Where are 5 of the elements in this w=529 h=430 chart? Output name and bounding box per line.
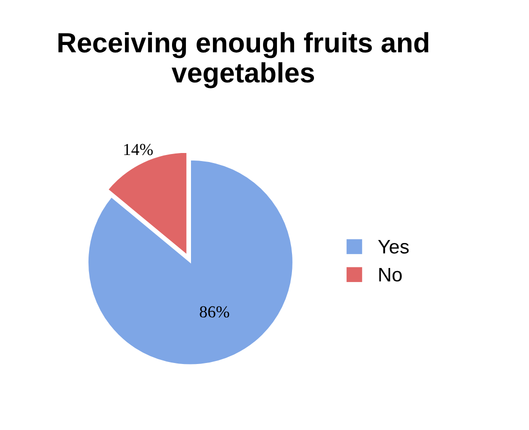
chart-title: Receiving enough fruits and vegetables [58,32,428,88]
legend-label: No [379,268,402,282]
legend-label: Yes [378,240,409,254]
data-label: 86% [200,306,230,318]
data-label: 14% [124,144,153,156]
